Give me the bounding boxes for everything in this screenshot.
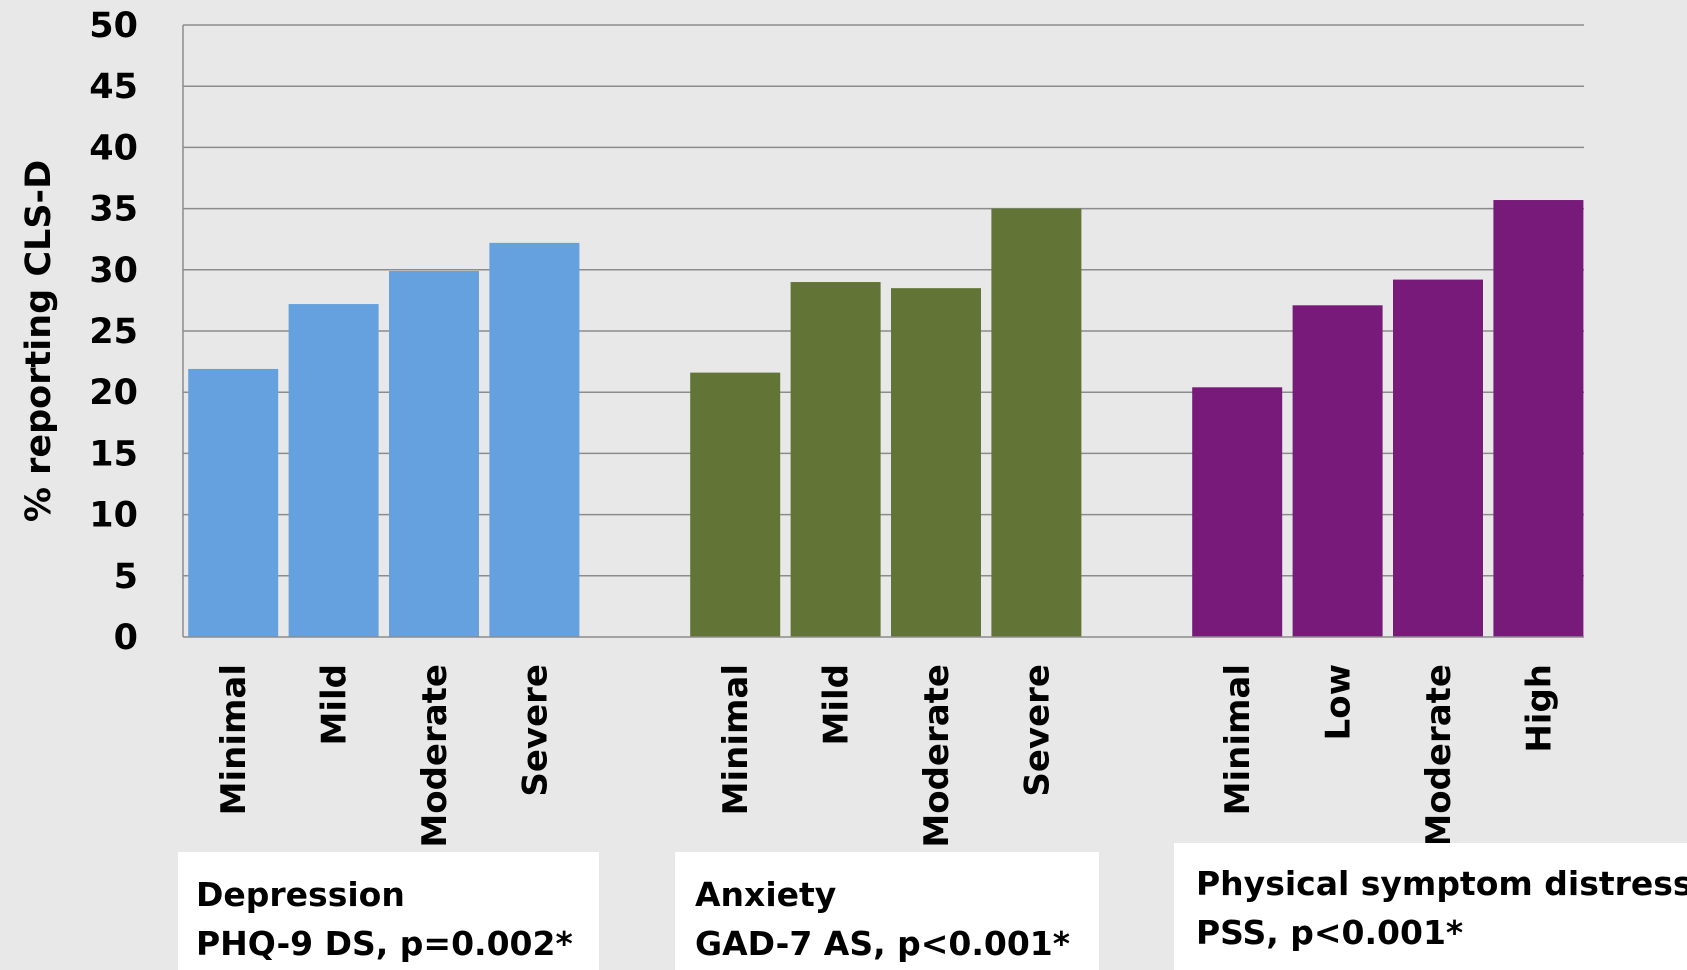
x-tick-label: Mild [315, 664, 355, 745]
group-label-depression: Depression PHQ-9 DS, p=0.002* [178, 852, 599, 970]
y-tick-label: 0 [114, 618, 138, 658]
bar-severe [991, 208, 1082, 637]
x-tick-label: Minimal [716, 664, 756, 815]
bars [188, 200, 1584, 638]
y-tick-label: 35 [89, 190, 138, 230]
bar-minimal [690, 372, 781, 637]
bar-high [1493, 200, 1584, 638]
group-name: Physical symptom distress [1196, 864, 1687, 903]
y-tick-label: 5 [114, 557, 138, 597]
y-axis-title: % reporting CLS-D [19, 160, 59, 522]
bar-mild [790, 282, 881, 637]
y-tick-labels: 0 5 10 15 20 25 30 35 40 45 50 [89, 6, 138, 658]
bar-moderate [1393, 279, 1483, 637]
y-tick-label: 10 [89, 496, 138, 536]
x-tick-label: High [1519, 664, 1559, 753]
group-label-anxiety: Anxiety GAD-7 AS, p<0.001* [675, 852, 1099, 970]
x-tick-label: Minimal [214, 664, 254, 815]
y-tick-label: 45 [89, 67, 138, 107]
y-tick-label: 40 [89, 128, 138, 168]
bar-minimal [1192, 387, 1283, 637]
bar-minimal [188, 368, 279, 637]
bar-low [1292, 305, 1383, 637]
group-name: Depression [196, 875, 405, 914]
group-name: Anxiety [695, 875, 837, 914]
y-tick-label: 20 [89, 373, 138, 413]
group-label-physical-symptom-distress: Physical symptom distress PSS, p<0.001* [1174, 843, 1687, 970]
bar-moderate [891, 288, 981, 637]
x-tick-label: Mild [817, 664, 857, 745]
x-tick-label: Moderate [1419, 664, 1459, 848]
x-tick-label: Moderate [415, 664, 455, 848]
y-tick-label: 50 [89, 6, 138, 46]
axes [182, 25, 1584, 638]
x-tick-label: Low [1319, 664, 1359, 740]
group-subtitle: PHQ-9 DS, p=0.002* [196, 924, 573, 963]
x-tick-labels: Minimal Mild Moderate Severe Minimal Mild Mode… [214, 664, 1559, 848]
x-tick-label: Minimal [1218, 664, 1258, 815]
y-tick-label: 15 [89, 434, 138, 474]
y-tick-label: 30 [89, 251, 138, 291]
x-tick-label: Severe [1017, 664, 1057, 797]
x-tick-label: Severe [515, 664, 555, 797]
group-subtitle: GAD-7 AS, p<0.001* [695, 924, 1071, 963]
y-tick-label: 25 [89, 312, 138, 352]
group-subtitle: PSS, p<0.001* [1196, 913, 1464, 952]
bar-moderate [389, 271, 479, 637]
bar-mild [288, 304, 379, 637]
x-tick-label: Moderate [917, 664, 957, 848]
bar-severe [489, 242, 580, 637]
